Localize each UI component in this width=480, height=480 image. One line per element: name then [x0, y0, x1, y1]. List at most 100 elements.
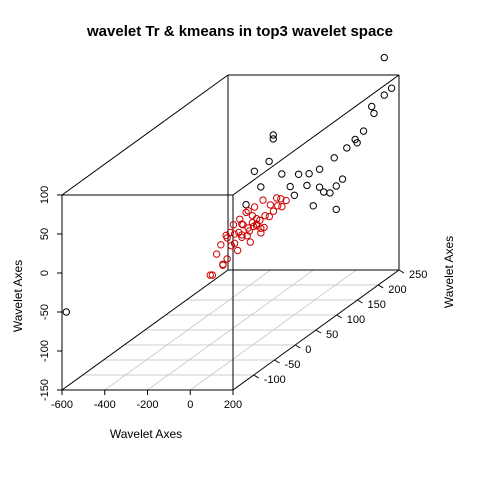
data-point-cluster-1 — [359, 127, 368, 135]
z-tick-label: -50 — [39, 304, 51, 320]
box-edge — [61, 269, 229, 391]
data-point-cluster-1 — [332, 205, 340, 214]
data-point-cluster-2 — [282, 196, 290, 205]
data-point-cluster-2 — [250, 203, 259, 211]
y-tick-label: 0 — [305, 344, 311, 356]
data-point-cluster-2 — [236, 215, 244, 224]
y-tick — [294, 344, 301, 349]
data-point-cluster-2 — [212, 250, 221, 258]
data-point-cluster-1 — [380, 53, 388, 62]
y-tick-label: 150 — [368, 299, 386, 311]
data-point-cluster-2 — [278, 202, 286, 211]
data-point-cluster-2 — [233, 246, 242, 255]
data-point-cluster-2 — [229, 221, 238, 229]
y-tick — [377, 284, 384, 289]
floor-grid — [82, 269, 379, 391]
data-point-cluster-2 — [206, 271, 214, 279]
x-tick-label: 0 — [187, 399, 193, 411]
axis-ticks: -600 -400 -200 0 200 -150 -100 -50 0 50 100 -100 -50… — [39, 186, 427, 411]
data-point-cluster-1 — [380, 91, 388, 99]
y-tick — [357, 299, 363, 304]
y-tick-label: 100 — [347, 314, 365, 326]
data-point-cluster-2 — [269, 207, 278, 215]
data-point-cluster-2 — [259, 196, 267, 204]
y-tick — [398, 269, 405, 274]
z-tick-label: -100 — [39, 340, 51, 362]
x-tick-label: -400 — [94, 399, 116, 411]
data-point-cluster-2 — [223, 255, 231, 263]
data-point-cluster-1 — [330, 154, 338, 162]
x-tick-label: -600 — [51, 399, 73, 411]
data-point-cluster-2 — [257, 224, 265, 232]
data-point-cluster-1 — [315, 165, 324, 173]
x-axis-label: Wavelet Axes — [110, 427, 182, 441]
y-tick-label: -100 — [264, 374, 286, 386]
data-point-cluster-1 — [338, 175, 347, 183]
data-point-cluster-1 — [250, 167, 259, 176]
data-point-cluster-1 — [269, 131, 277, 139]
data-point-cluster-2 — [245, 227, 254, 235]
data-point-cluster-2 — [266, 201, 275, 209]
data-point-cluster-1 — [315, 183, 324, 191]
z-tick-label: -150 — [39, 379, 51, 401]
data-point-cluster-2 — [244, 207, 252, 215]
data-point-cluster-1 — [242, 200, 250, 209]
data-point-cluster-2 — [230, 239, 239, 248]
data-point-cluster-2 — [239, 221, 247, 229]
data-point-cluster-2 — [217, 241, 225, 249]
y-tick-label: -50 — [285, 359, 301, 371]
z-tick-label: 50 — [39, 228, 51, 240]
data-point-cluster-1 — [257, 183, 265, 191]
data-point-cluster-2 — [261, 212, 269, 220]
y-tick — [274, 359, 280, 364]
y-tick-label: 250 — [409, 269, 427, 281]
data-point-cluster-2 — [248, 218, 257, 227]
data-point-cluster-2 — [235, 228, 243, 237]
data-point-cluster-2 — [219, 261, 227, 269]
data-point-cluster-2 — [242, 208, 250, 217]
data-point-cluster-2 — [248, 211, 257, 220]
data-point-cluster-1 — [353, 139, 361, 147]
data-point-cluster-1 — [265, 157, 273, 166]
data-point-cluster-2 — [249, 222, 258, 231]
data-point-cluster-1 — [326, 189, 334, 197]
data-point-cluster-2 — [277, 195, 285, 203]
box-edge — [232, 74, 400, 196]
data-point-cluster-1 — [294, 170, 303, 179]
data-point-cluster-2 — [246, 238, 255, 246]
data-point-cluster-1 — [269, 135, 277, 143]
data-point-cluster-2 — [274, 202, 282, 210]
data-point-cluster-2 — [252, 222, 261, 230]
x-tick-label: 200 — [224, 399, 242, 411]
data-point-cluster-2 — [226, 228, 235, 237]
y-axis-label: Wavelet Axes — [442, 236, 456, 308]
data-point-cluster-1 — [305, 170, 313, 178]
data-point-cluster-1 — [290, 191, 299, 200]
y-tick — [253, 374, 260, 379]
data-point-cluster-1 — [387, 84, 396, 92]
data-point-cluster-1 — [370, 109, 378, 118]
data-point-cluster-1 — [278, 170, 286, 178]
data-point-cluster-1 — [303, 181, 311, 190]
data-point-cluster-2 — [208, 271, 217, 279]
z-tick-label: 100 — [39, 186, 51, 204]
z-tick-label: 0 — [39, 270, 51, 276]
y-tick — [336, 314, 343, 319]
box-edge — [61, 74, 229, 196]
data-point-cluster-2 — [272, 194, 281, 202]
data-point-cluster-2 — [260, 223, 268, 232]
data-point-cluster-1 — [62, 308, 70, 316]
bounding-box — [61, 74, 400, 391]
data-point-cluster-1 — [368, 102, 376, 111]
data-points — [62, 53, 396, 316]
y-tick — [315, 329, 322, 334]
data-point-cluster-2 — [256, 216, 264, 225]
x-tick-label: -200 — [136, 399, 158, 411]
data-point-cluster-1 — [332, 182, 340, 190]
chart-title: wavelet Tr & kmeans in top3 wavelet spac… — [86, 23, 393, 40]
z-axis-label: Wavelet Axes — [11, 260, 25, 332]
data-point-cluster-1 — [286, 182, 294, 191]
data-point-cluster-2 — [230, 230, 239, 238]
